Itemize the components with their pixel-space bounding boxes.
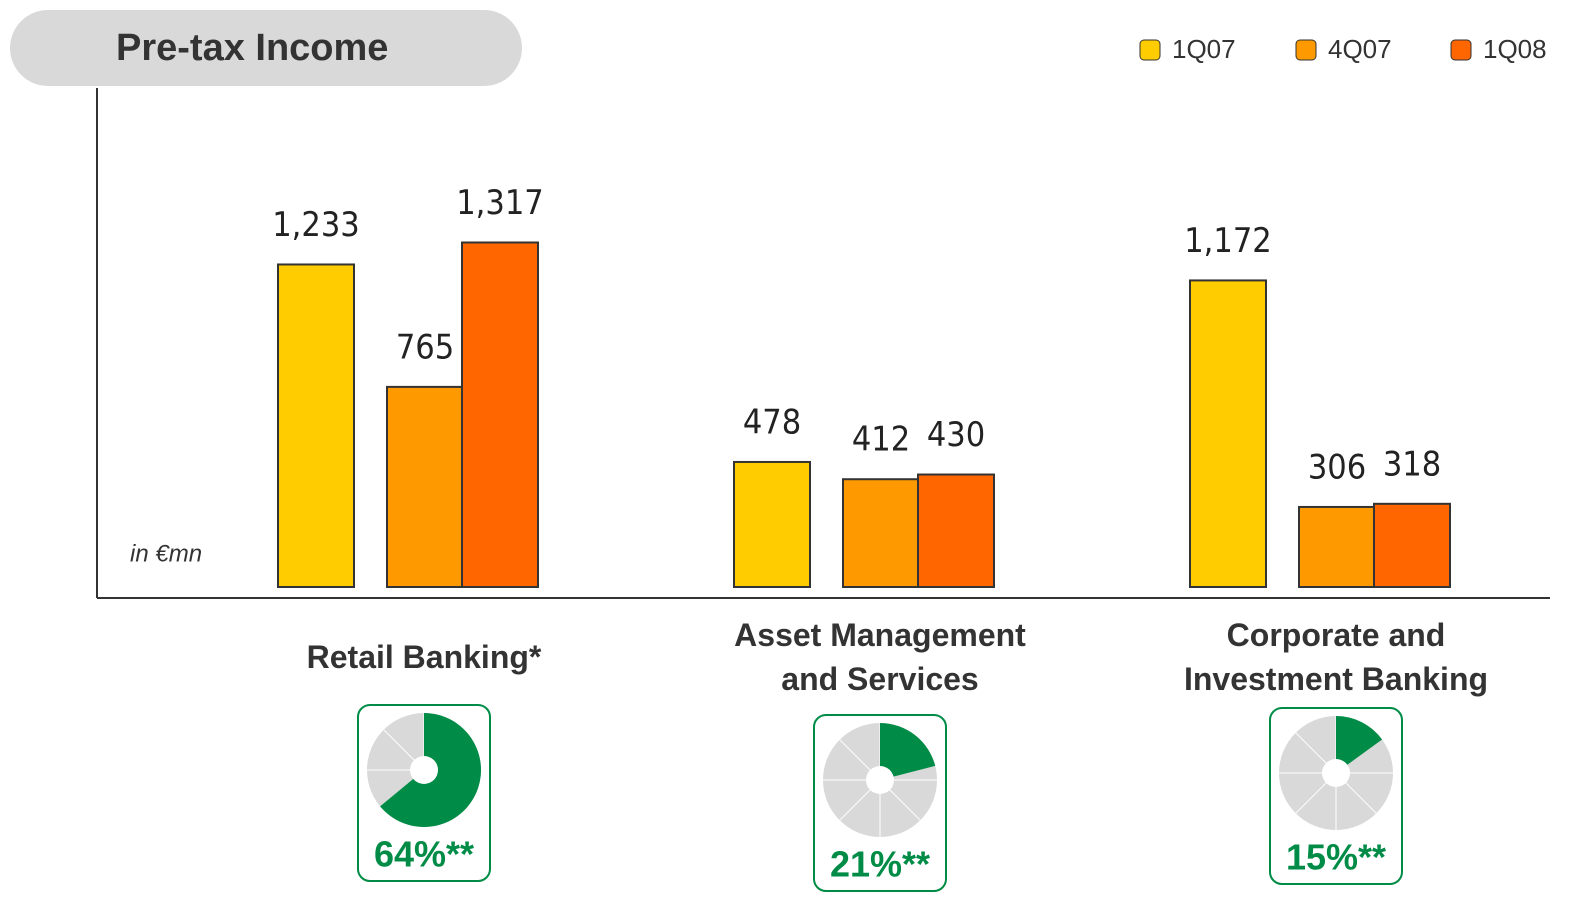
- bar: [461, 241, 539, 588]
- bar: [1298, 505, 1376, 589]
- bar: [1373, 502, 1451, 589]
- bar: [917, 473, 995, 589]
- legend-label: 1Q07: [1172, 34, 1236, 64]
- value-label: 765: [396, 327, 454, 367]
- title-pill: [10, 10, 522, 86]
- value-label: 1,317: [456, 183, 544, 223]
- bar: [1189, 279, 1267, 588]
- legend-label: 1Q08: [1483, 34, 1547, 64]
- pie-hole: [866, 766, 894, 794]
- legend-swatch: [1295, 39, 1317, 61]
- category-label: Corporate and Investment Banking: [1183, 617, 1489, 697]
- chart-title: Pre-tax Income: [116, 27, 388, 69]
- bar: [277, 263, 355, 588]
- value-label: 306: [1308, 447, 1366, 487]
- value-label: 318: [1383, 444, 1441, 484]
- unit-note: in €mn: [130, 540, 202, 567]
- legend-label: 4Q07: [1328, 34, 1392, 64]
- bar: [386, 385, 464, 589]
- value-label: 430: [927, 415, 985, 455]
- pie-hole: [1322, 759, 1350, 787]
- share-label: 15%**: [1286, 837, 1386, 878]
- category-label: Retail Banking*: [306, 639, 542, 675]
- share-label: 21%**: [830, 844, 930, 885]
- legend-swatch: [1139, 39, 1161, 61]
- value-label: 1,233: [272, 205, 360, 245]
- share-label: 64%**: [374, 834, 474, 875]
- pie-slice: [880, 723, 936, 780]
- pie-hole: [410, 756, 438, 784]
- value-label: 412: [852, 420, 910, 460]
- value-label: 478: [743, 402, 801, 442]
- bar: [733, 460, 811, 589]
- value-label: 1,172: [1184, 221, 1272, 261]
- category-label: Asset Management and Services: [734, 617, 1026, 697]
- bar: [842, 478, 920, 588]
- legend-swatch: [1450, 39, 1472, 61]
- pie-slice: [1336, 716, 1383, 773]
